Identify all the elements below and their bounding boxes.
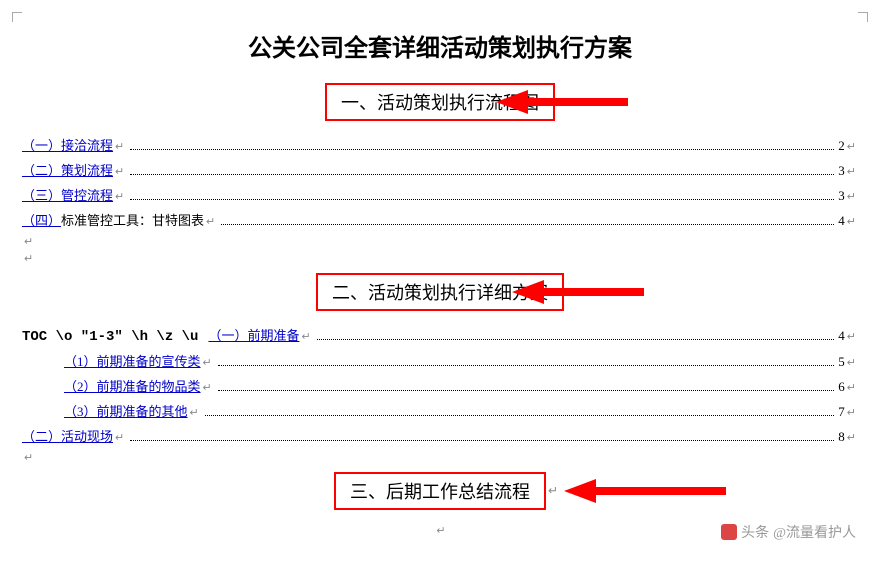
arrow-head-icon bbox=[512, 280, 544, 304]
section-2-row: 二、活动策划执行详细方案 ↵ bbox=[22, 273, 858, 311]
empty-para: ↵ bbox=[22, 451, 858, 464]
toc-group-1: （一）接洽流程 ↵ 2↵ （二）策划流程 ↵ 3↵ （三）管控流程 ↵ 3↵ （… bbox=[22, 135, 858, 229]
watermark-logo-icon bbox=[721, 524, 737, 540]
section-3-row: 三、后期工作总结流程 ↵ bbox=[22, 472, 858, 510]
toc-code-row: TOC \o "1-3" \h \z \u （一）前期准备 ↵ 4↵ bbox=[22, 325, 858, 345]
toc-entry[interactable]: （2）前期准备的物品类 ↵ 6↵ bbox=[22, 376, 858, 395]
toc-entry[interactable]: （三）管控流程 ↵ 3↵ bbox=[22, 185, 858, 204]
document-page: 公关公司全套详细活动策划执行方案 一、活动策划执行流程图 ↵ （一）接洽流程 ↵… bbox=[0, 0, 880, 551]
watermark-handle: @流量看护人 bbox=[773, 522, 856, 542]
toc-field-code: TOC \o "1-3" \h \z \u bbox=[22, 329, 198, 345]
watermark-prefix: 头条 bbox=[741, 522, 769, 542]
arrow-body-icon bbox=[544, 288, 644, 296]
toc-entry[interactable]: （二）策划流程 ↵ 3↵ bbox=[22, 160, 858, 179]
crop-mark-tl bbox=[12, 12, 22, 22]
arrow-3 bbox=[564, 479, 726, 503]
crop-mark-tr bbox=[858, 12, 868, 22]
arrow-1 bbox=[496, 90, 628, 114]
arrow-head-icon bbox=[564, 479, 596, 503]
toc-entry[interactable]: （一）接洽流程 ↵ 2↵ bbox=[22, 135, 858, 154]
section-1-row: 一、活动策划执行流程图 ↵ bbox=[22, 83, 858, 121]
toc-entry[interactable]: （二）活动现场 ↵ 8↵ bbox=[22, 426, 858, 445]
toc-entry[interactable]: （3）前期准备的其他 ↵ 7↵ bbox=[22, 401, 858, 420]
watermark: 头条 @流量看护人 bbox=[721, 522, 856, 542]
toc-entry[interactable]: （四）标准管控工具：甘特图表 ↵ 4↵ bbox=[22, 210, 858, 229]
toc-entry[interactable]: （1）前期准备的宣传类 ↵ 5↵ bbox=[22, 351, 858, 370]
arrow-body-icon bbox=[596, 487, 726, 495]
main-title: 公关公司全套详细活动策划执行方案 bbox=[22, 28, 858, 63]
section-3-label: 三、后期工作总结流程 bbox=[350, 482, 530, 502]
section-3-box: 三、后期工作总结流程 ↵ bbox=[334, 472, 546, 510]
arrow-2 bbox=[512, 280, 644, 304]
empty-para: ↵ bbox=[22, 252, 858, 265]
empty-para: ↵ bbox=[22, 235, 858, 248]
arrow-body-icon bbox=[528, 98, 628, 106]
para-mark-icon: ↵ bbox=[548, 484, 558, 499]
arrow-head-icon bbox=[496, 90, 528, 114]
